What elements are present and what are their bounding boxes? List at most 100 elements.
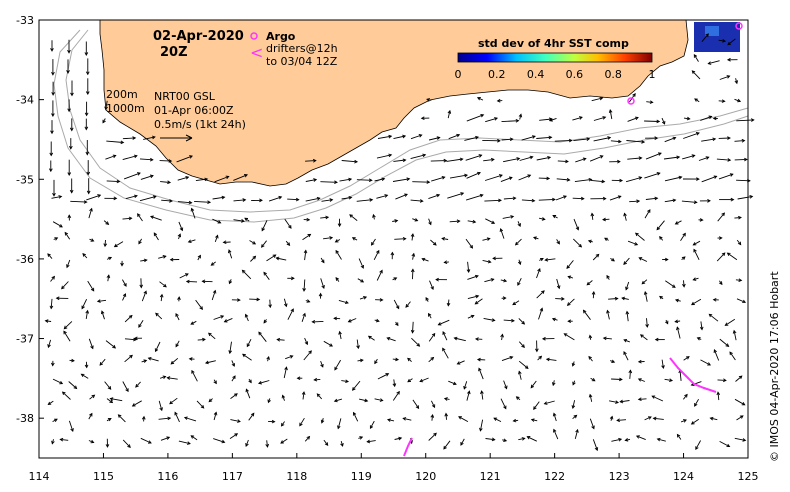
current-vector-head [381,177,386,182]
current-vector-head [175,343,179,348]
current-vector-head [133,194,138,199]
current-vector [190,320,197,325]
current-vector-head [411,252,416,257]
current-vector [47,339,52,348]
current-vector-head [521,320,526,325]
current-vector-head [529,155,534,160]
current-vector-head [410,233,415,237]
current-vector-head [349,214,353,218]
current-vector-head [174,411,178,416]
current-vector [143,136,155,140]
current-vector [359,296,367,300]
current-vector-head [256,297,261,302]
current-vector-head [582,309,587,314]
current-vector [68,420,74,432]
current-vector-head [686,116,691,121]
current-vector-head [750,118,755,122]
current-vector-head [90,287,95,292]
current-vector [242,353,252,361]
current-vector-head [607,136,612,140]
current-vector-head [512,301,517,306]
scale-arrow-head [185,134,193,142]
current-vector [719,338,729,347]
current-vector [521,199,535,202]
current-vector-head [707,61,712,65]
current-vector [447,299,450,306]
current-vector-head [228,280,233,285]
current-vector [502,215,514,219]
current-vector [664,199,676,203]
current-vector [88,208,93,219]
current-vector-head [491,437,496,442]
current-vector-head [632,93,636,97]
current-vector-head [474,274,479,279]
current-vector-head [191,369,195,374]
current-vector [661,359,664,369]
current-vector-head [237,419,241,423]
current-vector [557,160,569,163]
current-vector [694,398,699,407]
current-vector-head [623,212,627,217]
current-vector-head [202,337,206,342]
current-vector [132,400,142,407]
current-vector-head [503,438,508,443]
current-vector-head [360,264,364,269]
current-vector-head [415,405,420,410]
current-vector [661,117,666,125]
current-vector [429,280,434,290]
current-vector-head [426,98,431,102]
current-vector [60,438,69,441]
current-vector-head [649,100,654,104]
current-vector-head [333,316,338,321]
current-vector [430,400,436,408]
current-vector-head [718,236,723,240]
current-vector-head [460,192,465,196]
current-vector-head [155,312,159,317]
current-vector [258,331,267,342]
current-vector-head [699,218,704,222]
current-vector-head [199,306,203,311]
current-vector-head [437,322,442,326]
current-vector [373,250,380,261]
current-vector-head [420,116,425,121]
current-vector [734,140,745,142]
current-vector-head [656,172,661,176]
current-vector [304,337,308,345]
current-vector [68,381,77,389]
current-vector [86,194,101,201]
current-vector-head [51,440,55,445]
current-vector-head [617,159,621,164]
current-vector-head [67,172,72,177]
sst-patch-light [705,26,719,36]
current-vector-head [512,196,517,201]
current-vector-head [47,253,51,257]
current-vector [393,299,400,309]
current-vector-head [623,351,627,355]
current-vector-head [149,174,154,179]
current-vector-head [112,344,117,349]
current-vector-head [306,435,311,440]
current-vector-head [109,397,114,401]
current-vector [153,232,159,241]
time-title: 20Z [160,45,188,60]
current-vector [503,157,520,163]
current-vector-head [611,359,616,364]
current-vector [305,160,316,162]
current-vector-head [237,298,241,302]
current-vector-head [151,135,156,140]
current-vector-head [271,419,276,424]
current-vector [625,176,642,183]
current-vector [620,400,630,403]
current-vector [224,317,233,323]
current-vector-head [588,177,593,182]
current-vector [104,239,106,247]
current-vector-head [99,362,104,366]
current-vector [734,437,746,441]
current-vector-head [478,367,482,372]
current-vector-head [654,136,659,140]
current-vector [52,378,63,385]
current-vector [572,197,584,200]
current-vector-head [738,278,743,283]
current-vector [160,181,171,183]
current-vector [442,331,448,341]
